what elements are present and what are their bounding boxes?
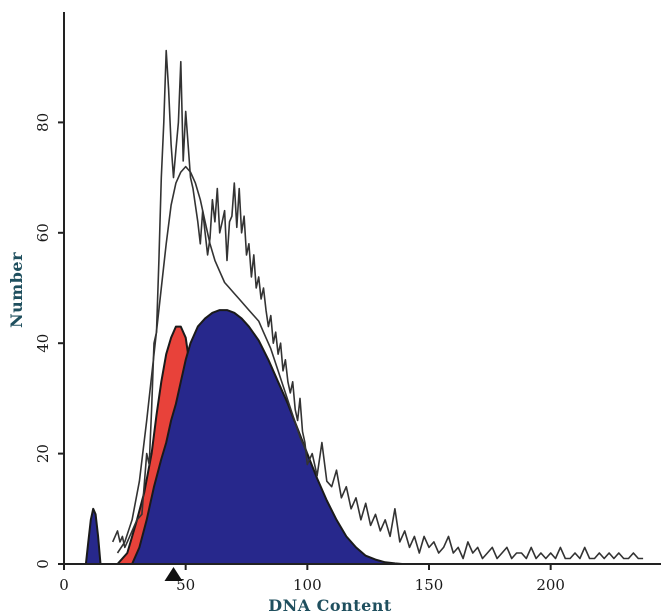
y-tick-label-2: 40	[34, 334, 52, 353]
x-ticks: 0 50 100 150 200	[59, 564, 565, 594]
filled-series-2	[131, 309, 404, 565]
x-tick-label-4: 200	[536, 576, 565, 594]
marker-triangle	[164, 567, 183, 581]
y-tick-label-4: 80	[34, 113, 52, 132]
line-series-4	[111, 49, 644, 560]
y-tick-label-3: 60	[34, 223, 52, 242]
filled-series-0	[84, 507, 102, 565]
series-layer	[84, 49, 644, 565]
y-axis-title: Number	[7, 252, 26, 328]
y-tick-label-1: 20	[34, 444, 52, 463]
x-tick-label-3: 150	[415, 576, 444, 594]
y-ticks: 0 20 40 60 80	[34, 113, 64, 569]
x-tick-label-2: 100	[293, 576, 322, 594]
x-tick-label-0: 0	[59, 576, 69, 594]
y-tick-label-0: 0	[34, 559, 52, 569]
x-axis-title: DNA Content	[268, 596, 392, 615]
